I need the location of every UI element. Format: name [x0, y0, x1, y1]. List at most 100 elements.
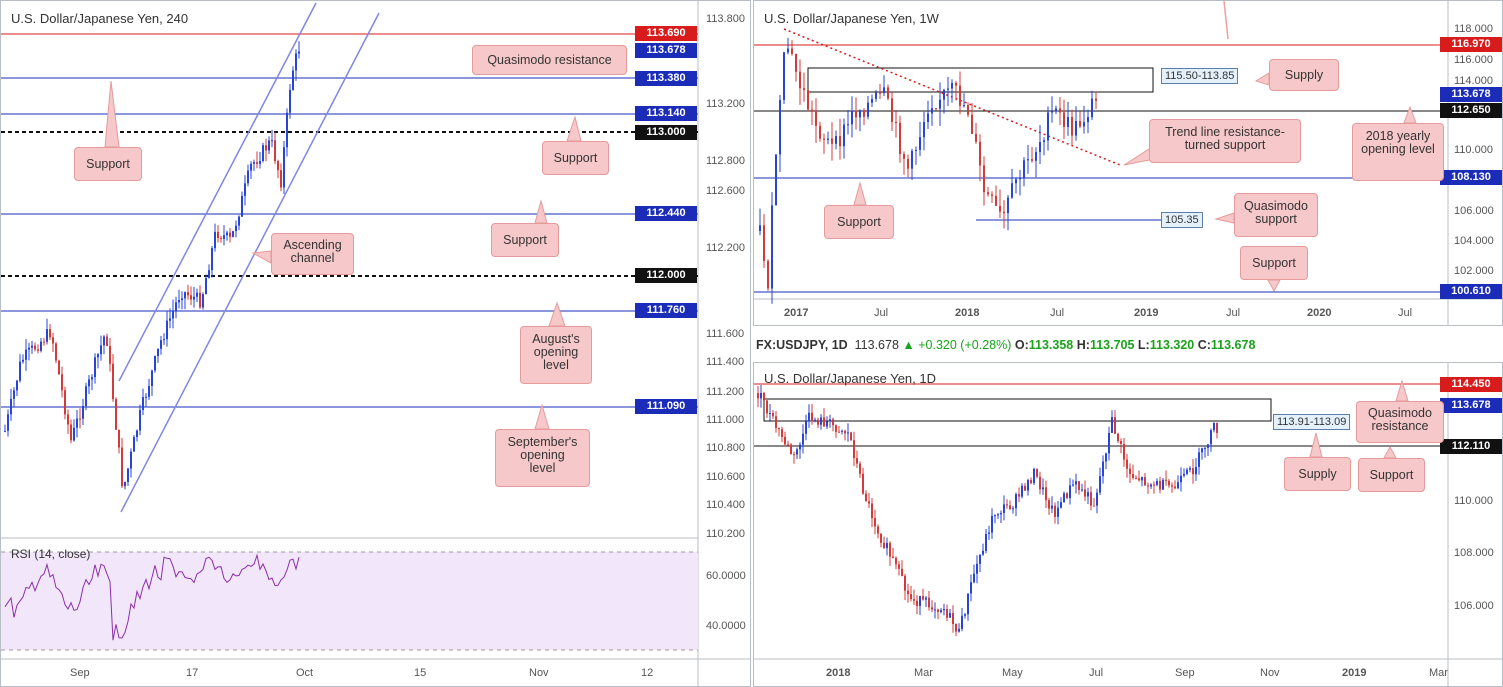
- y-tick: 112.600: [706, 185, 745, 197]
- candle-1d: [832, 419, 834, 426]
- candle-1d: [1066, 493, 1068, 499]
- candle-1d: [781, 429, 783, 437]
- candle-1d: [922, 596, 924, 600]
- candle-1w: [871, 98, 873, 103]
- candle-4h: [178, 300, 180, 303]
- candle-1w: [863, 110, 865, 117]
- callout-support-100610: Support: [1240, 246, 1308, 280]
- candle-1w: [887, 87, 889, 99]
- header-price: 113.678: [854, 338, 899, 352]
- candle-1d: [1213, 422, 1215, 431]
- candle-4h: [13, 390, 15, 399]
- candle-1d: [1015, 494, 1017, 509]
- x-tick: 2020: [1307, 307, 1332, 319]
- candle-4h: [190, 295, 192, 300]
- candle-4h: [253, 162, 255, 164]
- candle-1d: [757, 393, 759, 399]
- candle-1d: [994, 515, 996, 517]
- candle-4h: [163, 339, 165, 341]
- candle-1d: [1174, 486, 1176, 489]
- candle-1w: [847, 124, 849, 126]
- rsi-tick: 40.0000: [706, 620, 746, 632]
- price-label-114450: 114.450: [1440, 377, 1502, 392]
- candle-1d: [880, 533, 882, 543]
- x-tick: Oct: [296, 667, 314, 679]
- candle-1d: [1045, 487, 1047, 501]
- candle-1d: [835, 425, 837, 432]
- candle-1w: [1075, 121, 1077, 136]
- candle-1w: [899, 122, 901, 154]
- candle-1d: [1081, 489, 1083, 491]
- candle-4h: [250, 163, 252, 171]
- candle-1d: [847, 432, 849, 434]
- candle-1d: [1141, 477, 1143, 481]
- callout-pointer: [1214, 212, 1235, 224]
- candle-1w: [943, 89, 945, 100]
- x-tick: 2018: [826, 667, 851, 679]
- header-o-label: O:: [1014, 338, 1029, 352]
- candle-1w: [875, 92, 877, 99]
- candle-1d: [1039, 476, 1041, 490]
- candle-4h: [220, 238, 222, 240]
- candle-1w: [835, 136, 837, 144]
- candle-4h: [235, 225, 237, 232]
- candle-1d: [1033, 468, 1035, 484]
- supply-zone-label: 115.50-113.85: [1161, 68, 1239, 84]
- callout-pointer: [534, 199, 548, 224]
- x-tick: 15: [414, 667, 427, 679]
- candle-4h: [52, 337, 54, 344]
- header-high: 113.705: [1089, 338, 1135, 352]
- callout-pointer: [566, 115, 582, 142]
- candle-1d: [1132, 474, 1134, 478]
- x-tick: 2018: [955, 307, 980, 319]
- price-label-112110: 112.110: [1440, 439, 1502, 454]
- candle-4h: [49, 329, 51, 338]
- candle-1d: [1183, 473, 1185, 476]
- candle-1d: [1102, 461, 1104, 477]
- candle-4h: [94, 357, 96, 378]
- candle-1d: [760, 393, 762, 399]
- candle-1d: [1084, 489, 1086, 497]
- candle-1d: [1003, 504, 1005, 514]
- candle-1d: [913, 599, 915, 601]
- candle-4h: [274, 140, 276, 162]
- candle-4h: [259, 160, 261, 164]
- candle-4h: [124, 482, 126, 487]
- candle-1w: [795, 54, 797, 72]
- candle-1d: [811, 412, 813, 422]
- candle-4h: [226, 232, 228, 236]
- callout-pointer: [1254, 72, 1270, 86]
- rsi-line: [4, 553, 300, 641]
- price-label-quasimodo-resistance: 113.690: [635, 26, 697, 41]
- candle-1w: [779, 100, 781, 155]
- candle-4h: [121, 447, 123, 487]
- candle-4h: [91, 377, 93, 380]
- chart-panel-1d: U.S. Dollar/Japanese Yen, 1D 114.450 113…: [753, 362, 1503, 687]
- candle-1d: [1150, 484, 1152, 487]
- header-close: 113.678: [1210, 338, 1256, 352]
- x-tick: Mar: [914, 667, 933, 679]
- callout-support-112440: Support: [491, 223, 559, 257]
- price-label-current-1w: 113.678: [1440, 87, 1502, 102]
- candle-1w: [1087, 117, 1089, 123]
- candle-1d: [859, 463, 861, 474]
- candle-1w: [975, 133, 977, 142]
- candle-1w: [879, 92, 881, 94]
- candle-4h: [199, 292, 201, 308]
- candle-1w: [935, 108, 937, 110]
- candle-4h: [145, 396, 147, 398]
- candle-1d: [1198, 452, 1200, 467]
- candle-1w: [903, 153, 905, 159]
- candle-1w: [807, 90, 809, 110]
- candle-1d: [853, 440, 855, 459]
- candle-1w: [827, 138, 829, 140]
- candle-1d: [964, 614, 966, 616]
- callout-pointer: [853, 181, 867, 206]
- x-tick: 17: [186, 667, 199, 679]
- y-tick: 111.600: [706, 328, 745, 340]
- candle-1d: [1159, 480, 1161, 490]
- candle-1w: [839, 136, 841, 147]
- price-label-113140: 113.140: [635, 106, 697, 121]
- candle-1w: [831, 138, 833, 144]
- x-tick: Sep: [1175, 667, 1195, 679]
